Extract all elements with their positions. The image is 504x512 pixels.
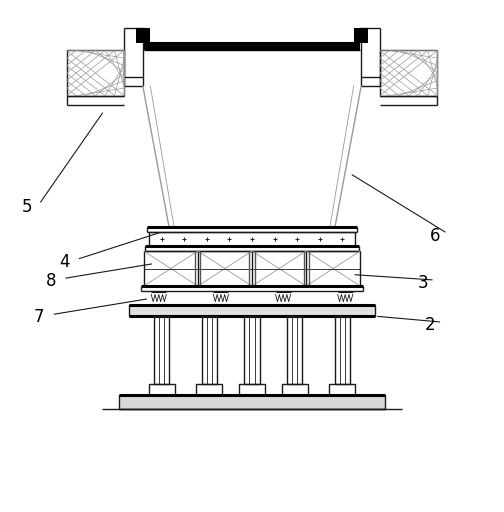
Bar: [239, 384, 265, 395]
Text: 7: 7: [34, 308, 44, 326]
Bar: [287, 316, 302, 384]
Bar: [144, 43, 360, 51]
Bar: [202, 316, 217, 384]
Bar: [119, 395, 385, 409]
Bar: [354, 28, 368, 43]
Bar: [67, 51, 124, 96]
Text: 6: 6: [430, 227, 440, 245]
Bar: [129, 305, 375, 316]
Text: 8: 8: [45, 272, 56, 290]
Bar: [136, 28, 150, 43]
Bar: [197, 384, 222, 395]
Text: 3: 3: [417, 273, 428, 291]
Bar: [144, 251, 360, 286]
Bar: [329, 384, 355, 395]
Bar: [244, 316, 260, 384]
Text: 5: 5: [22, 198, 32, 216]
Bar: [282, 384, 307, 395]
Bar: [335, 316, 350, 384]
Bar: [154, 316, 169, 384]
Bar: [149, 232, 355, 246]
Bar: [380, 51, 437, 96]
Text: 4: 4: [59, 253, 70, 271]
Bar: [149, 384, 175, 395]
Text: 2: 2: [425, 316, 435, 334]
